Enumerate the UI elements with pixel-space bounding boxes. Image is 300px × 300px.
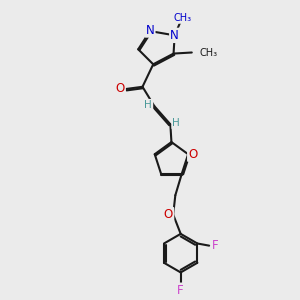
Text: F: F — [177, 284, 184, 297]
Text: O: O — [188, 148, 197, 161]
Text: CH₃: CH₃ — [173, 13, 191, 23]
Text: H: H — [144, 100, 152, 110]
Text: H: H — [172, 118, 180, 128]
Text: N: N — [146, 23, 154, 37]
Text: CH₃: CH₃ — [200, 47, 218, 58]
Text: N: N — [170, 29, 179, 42]
Text: O: O — [116, 82, 124, 95]
Text: O: O — [164, 208, 173, 221]
Text: F: F — [212, 239, 218, 252]
